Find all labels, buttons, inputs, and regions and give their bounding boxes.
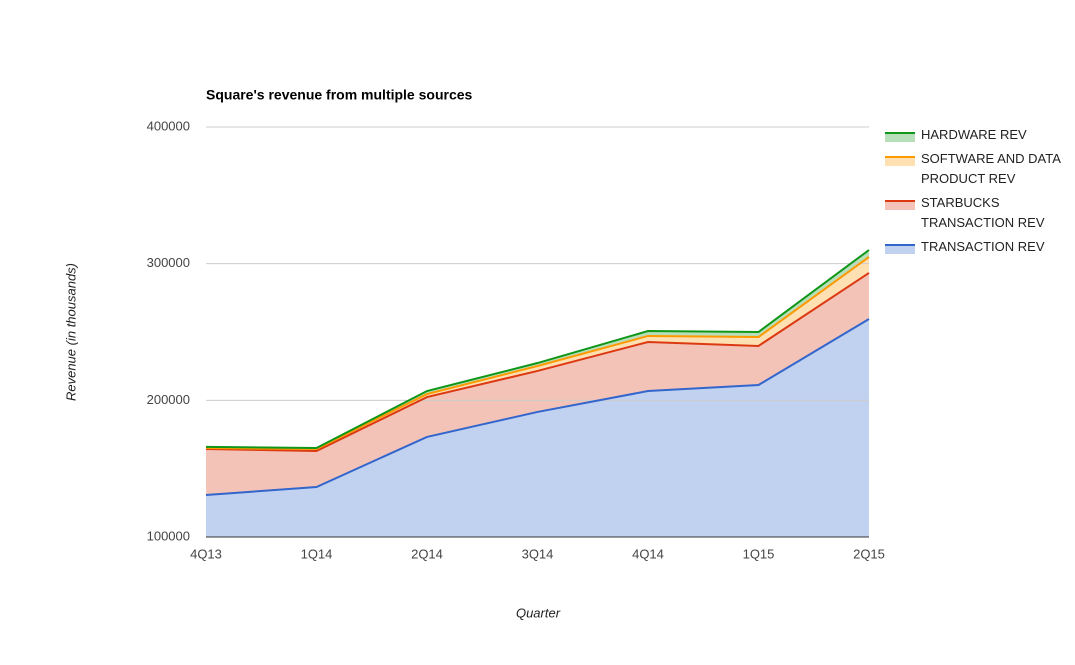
area — [206, 319, 869, 537]
x-axis-title: Quarter — [516, 605, 561, 620]
lines — [205, 249, 870, 497]
series-line — [205, 249, 870, 450]
x-tick-label: 3Q14 — [522, 546, 554, 561]
x-tick-label: 2Q15 — [853, 546, 885, 561]
legend-swatch — [885, 245, 915, 254]
legend-swatch — [885, 201, 915, 210]
areas — [206, 250, 869, 537]
legend-swatch — [885, 133, 915, 142]
legend-label: HARDWARE REV — [921, 127, 1027, 142]
y-axis-title: Revenue (in thousands) — [63, 263, 78, 401]
area — [206, 272, 869, 496]
x-tick-label: 1Q14 — [301, 546, 333, 561]
legend-label: TRANSACTION REV — [921, 239, 1045, 254]
y-tick-label: 300000 — [147, 255, 190, 270]
legend-label: STARBUCKS TRANSACTION REV — [921, 195, 1045, 230]
x-tick-label: 1Q15 — [743, 546, 775, 561]
legend-label: SOFTWARE AND DATA PRODUCT REV — [921, 151, 1061, 186]
legend-swatch — [885, 157, 915, 166]
grid — [206, 126, 869, 538]
chart-title: Square's revenue from multiple sources — [206, 87, 473, 103]
x-tick-label: 4Q14 — [632, 546, 664, 561]
series-line — [205, 272, 870, 453]
y-tick-label: 400000 — [147, 118, 190, 133]
x-tick-label: 2Q14 — [411, 546, 443, 561]
y-tick-label: 100000 — [147, 528, 190, 543]
x-tick-label: 4Q13 — [190, 546, 222, 561]
y-tick-label: 200000 — [147, 392, 190, 407]
series-line — [205, 318, 870, 497]
